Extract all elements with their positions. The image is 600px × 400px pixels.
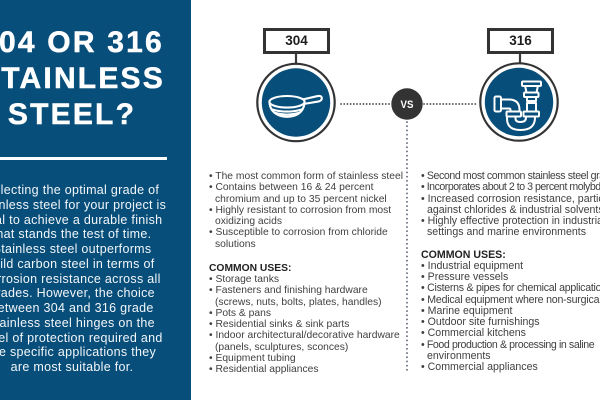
svg-text:VS: VS	[401, 99, 414, 111]
